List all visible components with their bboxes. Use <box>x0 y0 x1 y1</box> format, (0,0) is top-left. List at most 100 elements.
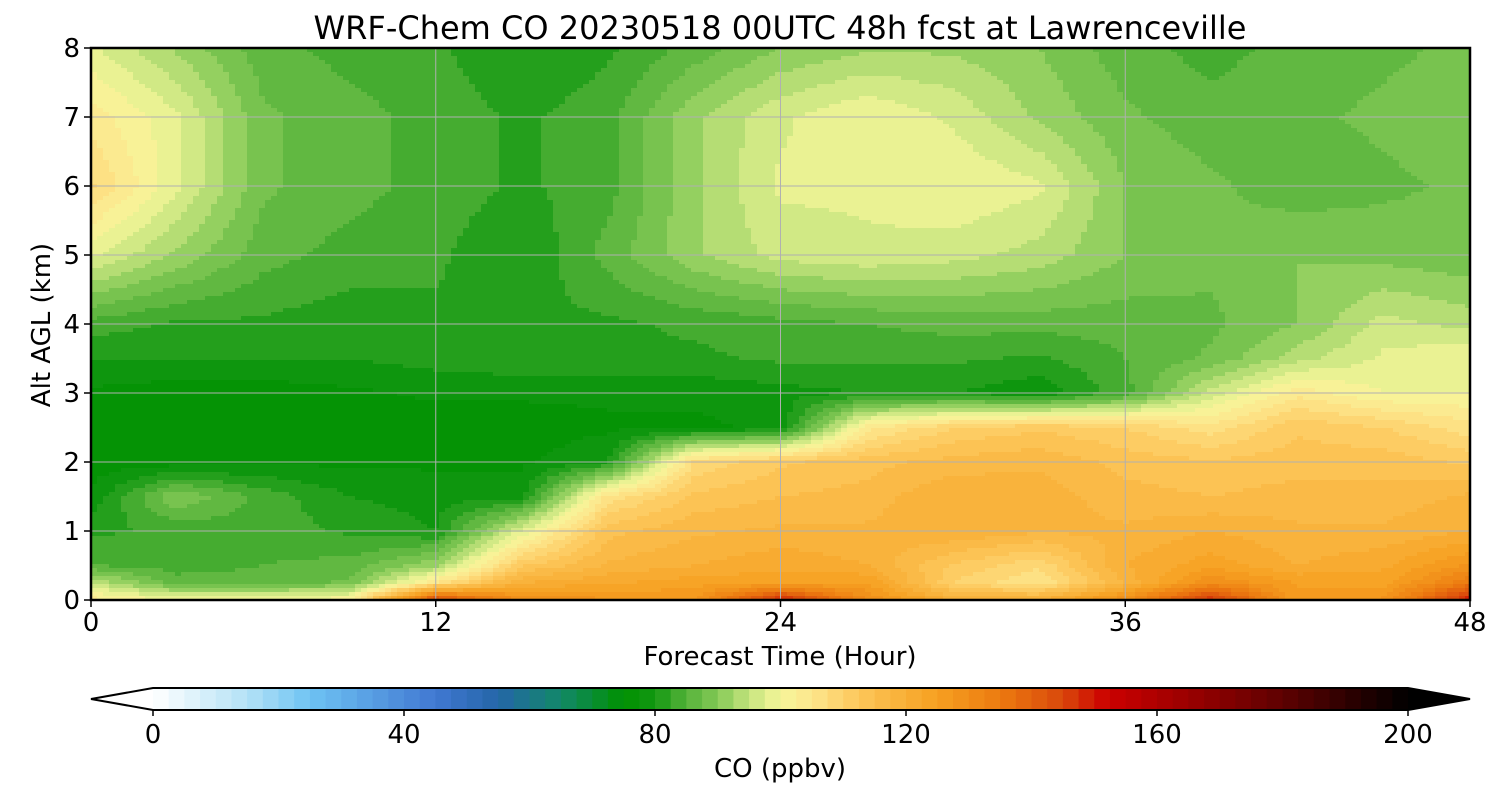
field-cell <box>187 64 194 69</box>
field-cell <box>1177 56 1184 61</box>
field-cell <box>721 84 728 89</box>
field-cell <box>211 100 218 105</box>
field-cell <box>703 60 710 65</box>
field-cell <box>937 64 944 69</box>
field-cell <box>697 92 704 97</box>
field-cell <box>1351 52 1358 57</box>
field-cell <box>1267 64 1274 69</box>
field-cell <box>1117 60 1124 65</box>
field-cell <box>1381 80 1388 85</box>
field-cell <box>601 80 608 85</box>
field-cell <box>517 52 524 57</box>
field-cell <box>1003 52 1010 57</box>
field-cell <box>313 84 320 89</box>
field-cell <box>979 96 986 101</box>
field-cell <box>301 100 308 105</box>
field-cell <box>511 68 518 73</box>
field-cell <box>1357 92 1364 97</box>
field-cell <box>1435 76 1442 81</box>
field-cell <box>1261 84 1268 89</box>
field-cell <box>1105 52 1112 57</box>
field-cell <box>115 72 122 77</box>
field-cell <box>1321 92 1328 97</box>
field-cell <box>421 84 428 89</box>
field-cell <box>955 52 962 57</box>
field-cell <box>1105 88 1112 93</box>
field-cell <box>781 52 788 57</box>
field-cell <box>223 80 230 85</box>
field-cell <box>1453 84 1460 89</box>
field-cell <box>613 56 620 61</box>
field-cell <box>1399 68 1406 73</box>
field-cell <box>1303 60 1310 65</box>
field-cell <box>1321 96 1328 101</box>
field-cell <box>97 72 104 77</box>
field-cell <box>715 52 722 57</box>
field-cell <box>751 64 758 69</box>
field-cell <box>745 64 752 69</box>
field-cell <box>1117 96 1124 101</box>
field-cell <box>157 100 164 105</box>
field-cell <box>1081 80 1088 85</box>
field-cell <box>1027 76 1034 81</box>
field-cell <box>493 88 500 93</box>
field-cell <box>1027 56 1034 61</box>
field-cell <box>397 52 404 57</box>
field-cell <box>331 84 338 89</box>
field-cell <box>1141 72 1148 77</box>
field-cell <box>1333 80 1340 85</box>
field-cell <box>709 68 716 73</box>
field-cell <box>643 80 650 85</box>
field-cell <box>919 76 926 81</box>
field-cell <box>925 68 932 73</box>
field-cell <box>271 60 278 65</box>
field-cell <box>919 64 926 69</box>
field-cell <box>1441 64 1448 69</box>
field-cell <box>427 88 434 93</box>
field-cell <box>1291 64 1298 69</box>
field-cell <box>721 68 728 73</box>
field-cell <box>283 100 290 105</box>
field-cell <box>1147 92 1154 97</box>
field-cell <box>361 92 368 97</box>
field-cell <box>1105 80 1112 85</box>
field-cell <box>1087 76 1094 81</box>
field-cell <box>397 80 404 85</box>
field-cell <box>1021 68 1028 73</box>
field-cell <box>277 80 284 85</box>
field-cell <box>325 60 332 65</box>
field-cell <box>1303 56 1310 61</box>
field-cell <box>415 76 422 81</box>
field-cell <box>727 68 734 73</box>
field-cell <box>1201 96 1208 101</box>
field-cell <box>1387 64 1394 69</box>
field-cell <box>1087 64 1094 69</box>
field-cell <box>1099 56 1106 61</box>
field-cell <box>1327 52 1334 57</box>
field-cell <box>991 88 998 93</box>
field-cell <box>151 96 158 101</box>
field-cell <box>409 64 416 69</box>
field-cell <box>991 76 998 81</box>
field-cell <box>1099 68 1106 73</box>
field-cell <box>589 64 596 69</box>
field-cell <box>181 100 188 105</box>
field-cell <box>727 84 734 89</box>
field-cell <box>103 96 110 101</box>
field-cell <box>1171 80 1178 85</box>
field-cell <box>583 68 590 73</box>
field-cell <box>991 64 998 69</box>
field-cell <box>151 92 158 97</box>
field-cell <box>127 92 134 97</box>
field-cell <box>1315 56 1322 61</box>
field-cell <box>865 80 872 85</box>
field-cell <box>175 64 182 69</box>
field-cell <box>937 72 944 77</box>
field-cell <box>289 88 296 93</box>
field-cell <box>205 72 212 77</box>
field-cell <box>1243 88 1250 93</box>
field-cell <box>223 68 230 73</box>
field-cell <box>253 80 260 85</box>
field-cell <box>307 80 314 85</box>
field-cell <box>691 80 698 85</box>
